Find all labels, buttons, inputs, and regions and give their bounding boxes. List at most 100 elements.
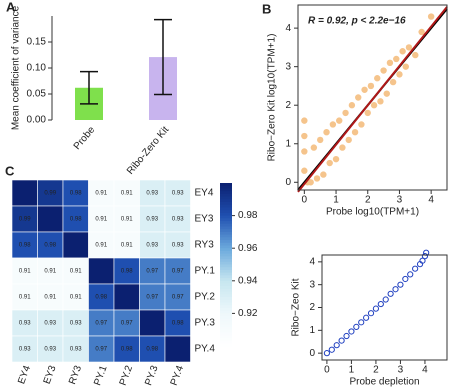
colorbar-step xyxy=(220,337,232,342)
colorbar-step xyxy=(220,297,232,301)
y-tick-label: 2 xyxy=(285,100,291,111)
colorbar-step xyxy=(220,248,232,252)
cell-label: 0.91 xyxy=(95,243,107,249)
column-label: RY3 xyxy=(67,364,84,386)
colorbar-step xyxy=(220,310,232,314)
colorbar-step xyxy=(220,259,232,263)
colorbar-step xyxy=(220,240,232,244)
column-label: PY.1 xyxy=(92,364,109,387)
x-axis-label: Probe depletion xyxy=(349,377,419,388)
x-tick-label: 4 xyxy=(428,195,434,206)
point xyxy=(418,28,425,36)
point xyxy=(367,310,375,317)
cell-label: 0.93 xyxy=(146,243,158,249)
point xyxy=(323,350,331,357)
colorbar-step xyxy=(220,299,232,304)
row-label: EY4 xyxy=(195,188,214,199)
colorbar-step xyxy=(220,332,232,336)
panel-letter: C xyxy=(5,163,15,178)
x-tick-label: 3 xyxy=(398,365,404,376)
point xyxy=(329,121,337,128)
point xyxy=(313,175,321,182)
colorbar-step xyxy=(220,318,232,323)
y-tick-label: 1 xyxy=(285,138,291,149)
point xyxy=(355,94,362,101)
colorbar-step xyxy=(220,324,232,328)
cell-label: 0.97 xyxy=(95,347,107,353)
point xyxy=(351,128,359,136)
cell xyxy=(37,257,64,285)
colorbar-label: 0.92 xyxy=(238,308,258,319)
cell-label: 0.98 xyxy=(70,217,82,223)
point xyxy=(323,128,330,136)
colorbar-step xyxy=(220,237,232,241)
cell xyxy=(11,335,38,363)
point xyxy=(405,44,413,51)
cell xyxy=(11,205,38,233)
colorbar-step xyxy=(220,191,232,195)
y-tick-label: 0 xyxy=(309,348,315,359)
cell xyxy=(139,205,166,233)
cell-label: 0.91 xyxy=(121,243,133,249)
colorbar-label: 0.96 xyxy=(238,243,258,254)
cell-label: 0.93 xyxy=(19,321,31,327)
colorbar-label: 0.94 xyxy=(238,275,258,286)
point xyxy=(307,179,314,186)
x-tick-label: 1 xyxy=(333,195,339,206)
y-tick-label: 4 xyxy=(309,256,315,267)
point xyxy=(392,286,399,293)
colorbar-step xyxy=(220,202,232,206)
point xyxy=(402,275,409,283)
colorbar-step xyxy=(220,283,232,287)
point xyxy=(374,75,381,82)
y-tick-label: 0.05 xyxy=(27,89,47,100)
x-tick-label: 1 xyxy=(349,365,355,376)
cell xyxy=(164,283,191,311)
colorbar-step xyxy=(220,307,232,312)
cell-label: 0.91 xyxy=(95,217,107,223)
point xyxy=(328,346,335,353)
point xyxy=(333,342,340,349)
point xyxy=(353,323,360,331)
cell xyxy=(37,205,64,233)
column-label: PY.2 xyxy=(118,364,135,387)
cell-label: 0.99 xyxy=(19,217,31,223)
x-tick-label: 3 xyxy=(397,195,403,206)
colorbar-step xyxy=(220,221,232,225)
point xyxy=(301,117,308,124)
point xyxy=(407,271,414,278)
x-tick-label: Ribo-Zero Kit xyxy=(125,124,171,176)
cell-label: 0.97 xyxy=(172,269,184,275)
cell-label: 0.97 xyxy=(172,295,184,301)
cell xyxy=(11,231,38,259)
point xyxy=(419,257,426,264)
colorbar-step xyxy=(220,226,232,230)
cell-label: 0.91 xyxy=(121,217,133,223)
cell xyxy=(113,179,140,207)
cell-label: 0.93 xyxy=(172,217,184,223)
colorbar-step xyxy=(220,231,232,236)
cell-label: 0.97 xyxy=(146,295,158,301)
point xyxy=(389,78,397,86)
colorbar-step xyxy=(220,253,232,257)
point xyxy=(363,314,370,321)
y-tick-label: 0.00 xyxy=(27,115,47,126)
point xyxy=(358,121,365,128)
colorbar-step xyxy=(220,294,232,298)
cell xyxy=(113,257,140,285)
cell xyxy=(88,283,115,311)
colorbar-step xyxy=(220,229,232,233)
cell-label: 0.93 xyxy=(44,347,56,353)
colorbar-step xyxy=(220,280,232,285)
cell xyxy=(11,179,38,207)
colorbar-step xyxy=(220,210,232,214)
cell xyxy=(88,309,115,337)
y-tick-label: 4 xyxy=(285,23,291,34)
x-tick-label: 2 xyxy=(373,365,379,376)
panel-letter: B xyxy=(262,1,271,16)
cell xyxy=(164,335,191,363)
column-label: EY3 xyxy=(42,364,59,386)
cell-label: 0.97 xyxy=(121,321,133,327)
cell-label: 0.93 xyxy=(19,347,31,353)
